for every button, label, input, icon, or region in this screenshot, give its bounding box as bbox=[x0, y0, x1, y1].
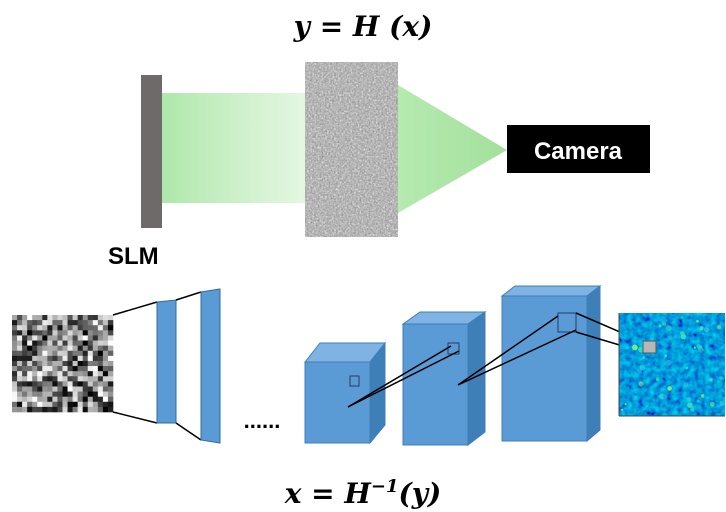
projection-line bbox=[347, 345, 452, 408]
camera-label: Camera bbox=[534, 138, 623, 165]
conv-layer-2 bbox=[200, 288, 221, 444]
projection-line bbox=[347, 350, 460, 408]
projection-line bbox=[457, 329, 577, 386]
connector-line bbox=[175, 291, 202, 301]
light-cone bbox=[398, 85, 507, 213]
slm-label: SLM bbox=[108, 243, 159, 270]
slm-panel-icon bbox=[141, 75, 162, 228]
camera-box bbox=[507, 125, 650, 173]
connector-line bbox=[112, 411, 158, 424]
ellipsis-text: ...... bbox=[244, 408, 281, 433]
feature-cube-3 bbox=[500, 284, 602, 443]
projection-line bbox=[457, 315, 559, 386]
speckle-input-icon bbox=[12, 315, 114, 413]
feature-cube-2 bbox=[401, 311, 487, 447]
connector-line bbox=[112, 301, 158, 316]
output-heatmap-icon bbox=[618, 313, 725, 417]
feature-cube-1 bbox=[303, 341, 387, 445]
light-beam bbox=[162, 93, 307, 203]
scattering-medium-icon bbox=[305, 62, 398, 237]
top-equation: y = H (x) bbox=[293, 10, 433, 43]
connector-line bbox=[175, 422, 202, 441]
conv-layer-1 bbox=[156, 299, 177, 424]
bottom-equation: x = H−1(y) bbox=[284, 476, 442, 510]
